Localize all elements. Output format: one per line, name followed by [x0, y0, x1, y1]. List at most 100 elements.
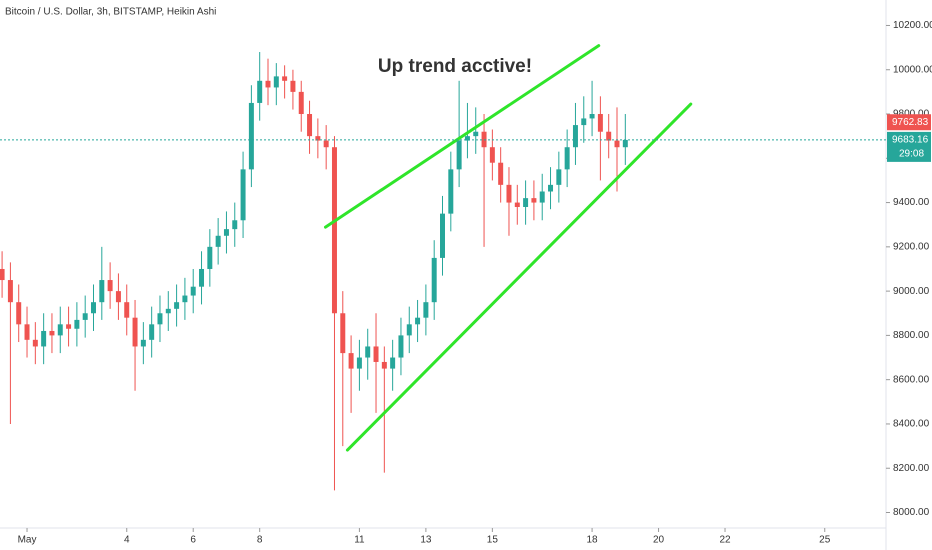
candle-body: [456, 140, 462, 170]
countdown-label: 29:08: [899, 149, 924, 160]
candle-body: [622, 139, 628, 148]
candle-body: [157, 313, 163, 325]
candle-body: [473, 131, 479, 137]
candle-body: [340, 313, 346, 354]
y-tick-label: 9000.00: [893, 286, 930, 297]
candle-body: [257, 80, 263, 103]
candle-body: [323, 140, 329, 148]
price-marker-tag: [887, 114, 931, 131]
candle-body: [514, 202, 520, 207]
candle-body: [423, 302, 429, 318]
candle-body: [165, 308, 171, 314]
candle-body: [91, 302, 96, 314]
candle-body: [41, 330, 47, 347]
candle-body: [174, 302, 180, 309]
candle-body: [539, 191, 545, 203]
y-tick-label: 10200.00: [893, 20, 932, 31]
candle-body: [282, 76, 288, 81]
candle-body: [448, 169, 454, 214]
candle-body: [32, 339, 38, 347]
candle-body: [506, 184, 512, 203]
candle-body: [124, 302, 130, 318]
candle-body: [49, 330, 55, 336]
candle-body: [149, 324, 155, 340]
x-tick-label: 15: [487, 535, 499, 546]
candle-body: [498, 162, 504, 185]
candle-body: [115, 291, 121, 303]
candle-body: [199, 268, 205, 287]
y-tick-label: 8800.00: [893, 330, 930, 341]
candle-body: [440, 213, 445, 258]
candle-body: [7, 280, 13, 303]
candle-body: [431, 257, 437, 303]
candle-body: [57, 324, 63, 336]
y-tick-label: 8000.00: [893, 507, 930, 518]
candle-body: [107, 280, 113, 292]
candle-body: [182, 295, 188, 303]
candle-body: [564, 147, 570, 170]
candle-body: [298, 91, 304, 115]
x-tick-label: 11: [354, 535, 365, 546]
candle-body: [415, 317, 421, 325]
y-tick-label: 9200.00: [893, 241, 930, 252]
candle-body: [66, 324, 72, 329]
x-tick-label: May: [18, 535, 37, 546]
price-marker-label: 9762.83: [892, 117, 929, 128]
chart-title: Bitcoin / U.S. Dollar, 3h, BITSTAMP, Hei…: [5, 7, 216, 18]
candle-body: [614, 140, 620, 148]
candle-body: [82, 313, 88, 320]
candle-body: [331, 147, 337, 314]
candle-body: [356, 357, 362, 369]
x-tick-label: 6: [190, 535, 196, 546]
y-tick-label: 8400.00: [893, 419, 930, 430]
candle-body: [531, 198, 537, 203]
candle-body: [223, 229, 229, 236]
candle-body: [248, 102, 254, 170]
candle-body: [240, 169, 246, 221]
candle-body: [373, 346, 379, 362]
candle-body: [0, 268, 5, 281]
candle-body: [132, 317, 138, 347]
y-tick-label: 8200.00: [893, 463, 930, 474]
candle-body: [307, 114, 313, 137]
candle-body: [523, 198, 529, 207]
candle-body: [207, 246, 213, 269]
candle-body: [16, 302, 22, 325]
x-tick-label: 13: [420, 535, 432, 546]
x-tick-label: 8: [257, 535, 263, 546]
candle-body: [265, 80, 271, 88]
candle-body: [597, 114, 603, 132]
annotation: Up trend acctive!: [378, 56, 532, 77]
trendline: [345, 102, 693, 452]
candle-body: [606, 131, 612, 141]
candle-body: [406, 324, 412, 336]
candle-body: [273, 76, 279, 88]
candle-body: [464, 136, 470, 141]
candle-body: [381, 361, 387, 369]
y-tick-label: 9800.00: [893, 109, 930, 120]
candle-body: [290, 80, 296, 92]
candle-body: [140, 339, 146, 347]
x-tick-label: 18: [587, 535, 599, 546]
candle-body: [365, 346, 371, 358]
y-tick-label: 9400.00: [893, 197, 930, 208]
candle-body: [74, 319, 80, 329]
candle-body: [398, 335, 404, 358]
y-tick-label: 8600.00: [893, 374, 930, 385]
candle-body: [348, 353, 354, 369]
candle-body: [572, 125, 578, 148]
x-tick-label: 22: [719, 535, 731, 546]
candle-body: [489, 147, 495, 163]
candle-body: [24, 324, 30, 340]
candle-body: [589, 114, 595, 119]
trendline: [324, 44, 601, 229]
candle-body: [99, 280, 105, 303]
last-price-label: 9683.16: [892, 135, 929, 146]
candle-body: [548, 184, 554, 192]
candle-body: [315, 136, 321, 141]
candle-body: [232, 220, 238, 230]
candle-body: [190, 286, 196, 296]
